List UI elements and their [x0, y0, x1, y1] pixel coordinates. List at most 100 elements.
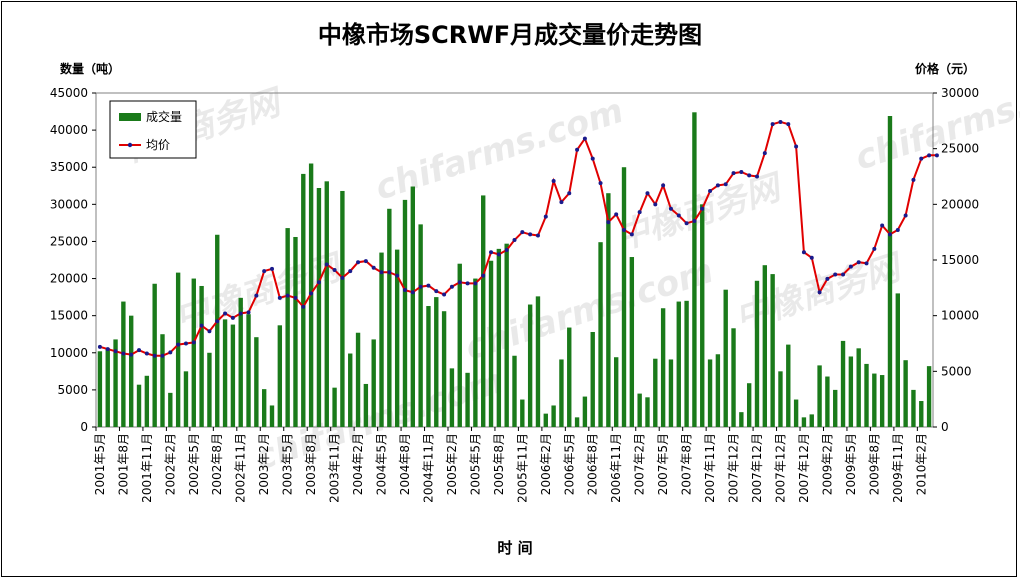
volume-bar: [817, 365, 822, 427]
price-point: [402, 288, 407, 293]
volume-bar: [598, 242, 603, 427]
left-tick-label: 20000: [50, 272, 88, 286]
volume-bar: [136, 384, 142, 427]
price-point: [223, 311, 228, 316]
volume-bar: [144, 375, 150, 427]
price-point: [535, 233, 540, 238]
price-point: [379, 270, 384, 275]
price-point: [809, 255, 814, 260]
price-point: [692, 219, 697, 224]
x-tick-label: 2006年5月: [562, 433, 576, 495]
price-point: [371, 265, 376, 270]
volume-bar: [371, 339, 376, 427]
volume-bar: [926, 366, 932, 427]
price-point: [207, 329, 212, 334]
volume-bar: [559, 359, 564, 427]
price-point: [340, 275, 345, 280]
price-point: [731, 171, 736, 176]
price-point: [348, 269, 353, 274]
price-point: [316, 280, 321, 285]
volume-bar: [481, 195, 486, 427]
x-tick-label: 2005年8月: [492, 433, 506, 495]
volume-bar: [402, 199, 408, 427]
price-point: [895, 227, 900, 232]
x-tick-label: 2007年12月: [773, 433, 787, 503]
price-point: [575, 147, 580, 152]
price-point: [817, 290, 822, 295]
right-axis: 0 5000 10000 15000 20000 25000 30000: [933, 86, 979, 434]
volume-bar: [426, 306, 431, 427]
volume-bars: [97, 112, 932, 428]
volume-bar: [418, 224, 423, 427]
price-point: [770, 122, 775, 127]
volume-bar: [387, 208, 392, 427]
x-tick-label: 2007年2月: [633, 433, 647, 495]
watermark-text: chifarms.com: [850, 61, 1020, 179]
volume-bar: [848, 356, 854, 427]
x-axis: 2001年5月 2001年8月 2001年11月 2002年2月 2002年5月 2002…: [93, 427, 928, 503]
price-point: [864, 261, 869, 266]
volume-bar: [230, 324, 236, 427]
price-point: [160, 353, 165, 358]
price-point: [629, 232, 634, 237]
price-point: [285, 293, 290, 298]
volume-bar: [567, 327, 572, 427]
left-axis: 0 5000 10000 15000 20000 25000 30000 35000 40000…: [50, 86, 96, 434]
x-axis-title: 时 间: [497, 539, 532, 557]
price-point: [215, 319, 220, 324]
volume-bar: [175, 272, 181, 427]
right-tick-label: 30000: [941, 86, 979, 100]
legend-price-marker: [127, 142, 133, 148]
price-point: [543, 214, 548, 219]
volume-bar: [222, 319, 228, 427]
left-tick-label: 40000: [50, 123, 88, 137]
volume-bar: [723, 289, 728, 427]
price-point: [708, 188, 713, 193]
price-point: [293, 295, 298, 300]
left-tick-label: 45000: [50, 86, 88, 100]
volume-bar: [527, 304, 533, 427]
volume-bar: [629, 257, 635, 427]
legend-box: [109, 100, 197, 159]
volume-bar: [449, 368, 455, 427]
volume-bar: [700, 204, 705, 427]
volume-bar: [911, 389, 916, 427]
price-point: [911, 177, 916, 182]
price-point: [723, 182, 728, 187]
price-point: [277, 295, 282, 300]
price-point: [105, 347, 110, 352]
volume-bar: [160, 334, 165, 427]
price-point: [489, 250, 494, 255]
x-tick-label: 2007年11月: [703, 433, 717, 503]
price-point: [183, 341, 188, 346]
price-point: [559, 200, 564, 205]
right-tick-label: 20000: [941, 197, 979, 211]
x-tick-label: 2001年5月: [93, 433, 107, 495]
price-point: [395, 273, 400, 278]
price-point: [332, 268, 337, 273]
chart-title: 中橡市场SCRWF月成交量价走势图: [318, 21, 702, 49]
volume-bar: [207, 352, 212, 427]
volume-bar: [582, 396, 588, 427]
price-point: [903, 213, 908, 218]
volume-bar: [770, 274, 775, 427]
volume-bar: [261, 389, 267, 427]
x-tick-label: 2001年11月: [140, 433, 154, 503]
volume-bar: [574, 417, 580, 427]
x-tick-label: 2006年2月: [539, 433, 553, 495]
volume-bar: [856, 348, 861, 427]
left-tick-label: 0: [80, 420, 88, 434]
volume-bar: [903, 360, 908, 427]
price-point: [504, 247, 509, 252]
price-point: [418, 284, 423, 289]
price-point: [473, 281, 478, 286]
volume-bar: [786, 344, 791, 427]
price-point: [129, 352, 134, 357]
price-point: [661, 183, 666, 188]
price-point: [872, 246, 877, 251]
x-tick-label: 2009年5月: [844, 433, 858, 495]
price-point: [528, 232, 533, 237]
volume-bar: [465, 372, 470, 427]
price-point: [309, 291, 314, 296]
volume-bar: [715, 354, 721, 427]
